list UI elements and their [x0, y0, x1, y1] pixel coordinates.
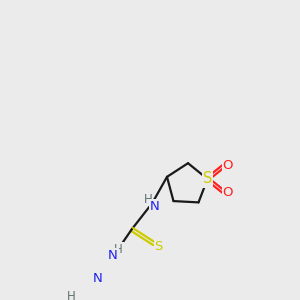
Text: O: O [223, 186, 233, 199]
Text: N: N [92, 272, 102, 285]
Text: S: S [154, 240, 163, 253]
Text: N: N [108, 249, 118, 262]
Text: O: O [223, 159, 233, 172]
Text: H: H [144, 193, 152, 206]
Text: S: S [203, 172, 212, 187]
Text: H: H [114, 242, 123, 256]
Text: N: N [150, 200, 160, 213]
Text: H: H [67, 290, 75, 300]
